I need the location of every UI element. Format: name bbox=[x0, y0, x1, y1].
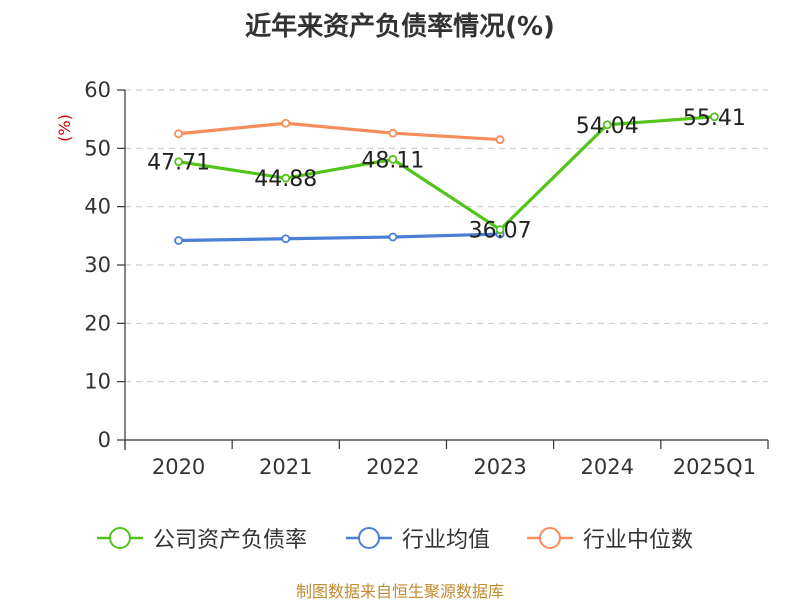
data-point bbox=[281, 173, 291, 183]
series-layer bbox=[174, 112, 719, 245]
data-label: 47.71 bbox=[147, 151, 210, 176]
y-tick-label: 40 bbox=[84, 195, 111, 219]
y-tick-label: 60 bbox=[84, 78, 111, 102]
legend-swatch bbox=[346, 527, 392, 549]
data-point bbox=[388, 232, 398, 242]
y-tick-label: 50 bbox=[84, 136, 111, 160]
data-point bbox=[281, 118, 291, 128]
legend-swatch bbox=[97, 527, 143, 549]
series-line bbox=[178, 232, 501, 243]
data-point bbox=[388, 128, 398, 138]
legend-label: 行业均值 bbox=[402, 528, 491, 553]
legend-label: 行业中位数 bbox=[583, 528, 694, 553]
y-tick-label: 10 bbox=[84, 370, 111, 394]
data-point bbox=[388, 154, 398, 164]
data-point bbox=[710, 112, 719, 122]
legend-item[interactable]: 行业中位数 bbox=[527, 520, 693, 556]
x-tick-label: 2023 bbox=[473, 455, 526, 479]
data-point bbox=[174, 129, 183, 139]
data-point bbox=[495, 225, 505, 234]
y-axis-label: (%) bbox=[55, 114, 74, 142]
data-label: 36.07 bbox=[469, 219, 532, 244]
legend: 公司资产负债率 行业均值 行业中位数 bbox=[0, 520, 800, 556]
legend-marker bbox=[539, 527, 561, 549]
data-label: 48.11 bbox=[361, 148, 424, 173]
x-tick-label: 2022 bbox=[366, 455, 419, 479]
grid-lines bbox=[125, 89, 768, 383]
data-point bbox=[602, 120, 612, 130]
data-label: 55.41 bbox=[683, 106, 746, 131]
x-tick-label: 2020 bbox=[152, 455, 205, 479]
legend-item[interactable]: 公司资产负债率 bbox=[97, 520, 307, 556]
x-tick-label: 2024 bbox=[581, 455, 634, 479]
data-point bbox=[495, 135, 505, 144]
chart-title: 近年来资产负债率情况(%) bbox=[245, 12, 555, 42]
y-tick-label: 30 bbox=[84, 253, 111, 277]
data-point bbox=[281, 234, 291, 244]
x-tick-label: 2025Q1 bbox=[673, 455, 756, 479]
legend-swatch bbox=[527, 527, 573, 549]
data-labels: 47.71 44.88 48.11 36.07 54.04 55.41 bbox=[147, 106, 746, 244]
source-note: 制图数据来自恒生聚源数据库 bbox=[295, 582, 504, 601]
legend-marker bbox=[358, 527, 380, 549]
axes: 0 10 20 30 40 50 60 2020 2021 2022 2023 2024 2025Q1 bbox=[84, 78, 769, 479]
series-line bbox=[178, 121, 501, 142]
data-label: 54.04 bbox=[576, 114, 639, 139]
y-tick-label: 0 bbox=[98, 428, 111, 452]
legend-marker bbox=[109, 527, 131, 549]
legend-label: 公司资产负债率 bbox=[153, 528, 308, 553]
data-point bbox=[174, 157, 183, 167]
legend-item[interactable]: 行业均值 bbox=[346, 520, 490, 556]
data-point bbox=[174, 236, 183, 245]
data-label: 44.88 bbox=[254, 167, 317, 192]
y-tick-label: 20 bbox=[84, 311, 111, 335]
x-tick-label: 2021 bbox=[259, 455, 312, 479]
series-line bbox=[178, 115, 715, 232]
